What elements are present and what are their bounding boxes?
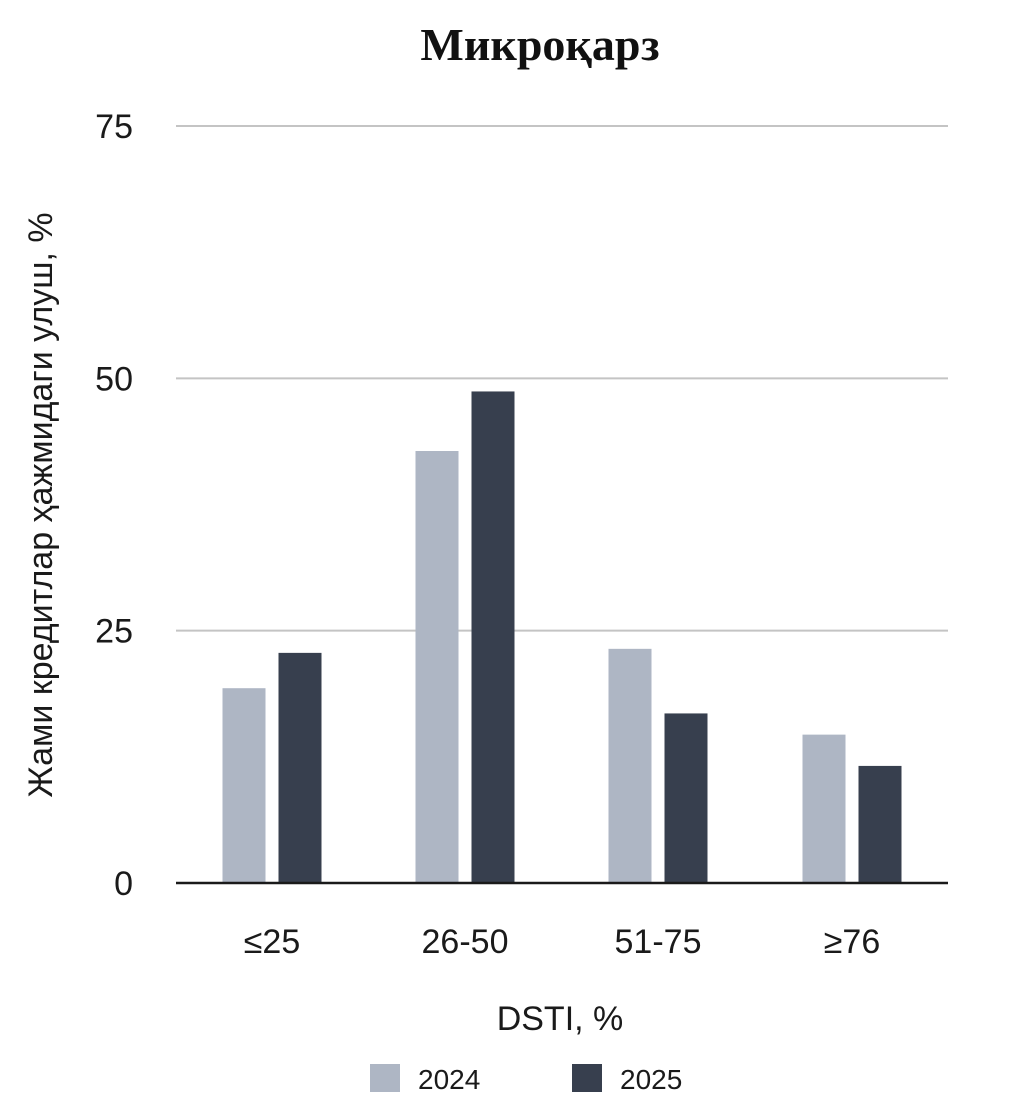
y-axis-label: Жами кредитлар ҳажмидаги улуш, %	[22, 212, 60, 797]
x-tick-label: ≤25	[244, 923, 300, 961]
y-tick-label: 25	[95, 613, 133, 651]
bar-2024-2	[608, 648, 652, 883]
legend-swatch	[572, 1064, 602, 1092]
legend-swatch	[370, 1064, 400, 1092]
x-tick-label: 26-50	[422, 923, 509, 961]
x-axis-label: DSTI, %	[497, 1000, 624, 1038]
bar-2025-0	[278, 652, 322, 883]
bar-2025-2	[664, 713, 708, 883]
gridlines	[176, 125, 948, 632]
legend: 2024 2025	[370, 1064, 682, 1095]
bar-2024-0	[222, 688, 266, 883]
legend-label: 2024	[418, 1064, 480, 1095]
y-tick-label: 50	[95, 360, 133, 398]
legend-item-2025: 2025	[572, 1064, 682, 1095]
bar-2025-1	[471, 391, 515, 883]
bar-2024-1	[415, 451, 459, 883]
y-tick-label: 0	[114, 865, 133, 903]
y-axis-ticks: 0 25 50 75	[95, 108, 133, 903]
legend-label: 2025	[620, 1064, 682, 1095]
x-tick-label: 51-75	[615, 923, 702, 961]
chart-title: Микроқарз	[420, 19, 659, 70]
bar-2024-3	[802, 734, 846, 883]
legend-item-2024: 2024	[370, 1064, 480, 1095]
y-tick-label: 75	[95, 108, 133, 146]
x-tick-label: ≥76	[824, 923, 880, 961]
bars	[222, 391, 902, 883]
x-axis-ticks: ≤25 26-50 51-75 ≥76	[244, 923, 880, 961]
bar-2025-3	[858, 765, 902, 883]
